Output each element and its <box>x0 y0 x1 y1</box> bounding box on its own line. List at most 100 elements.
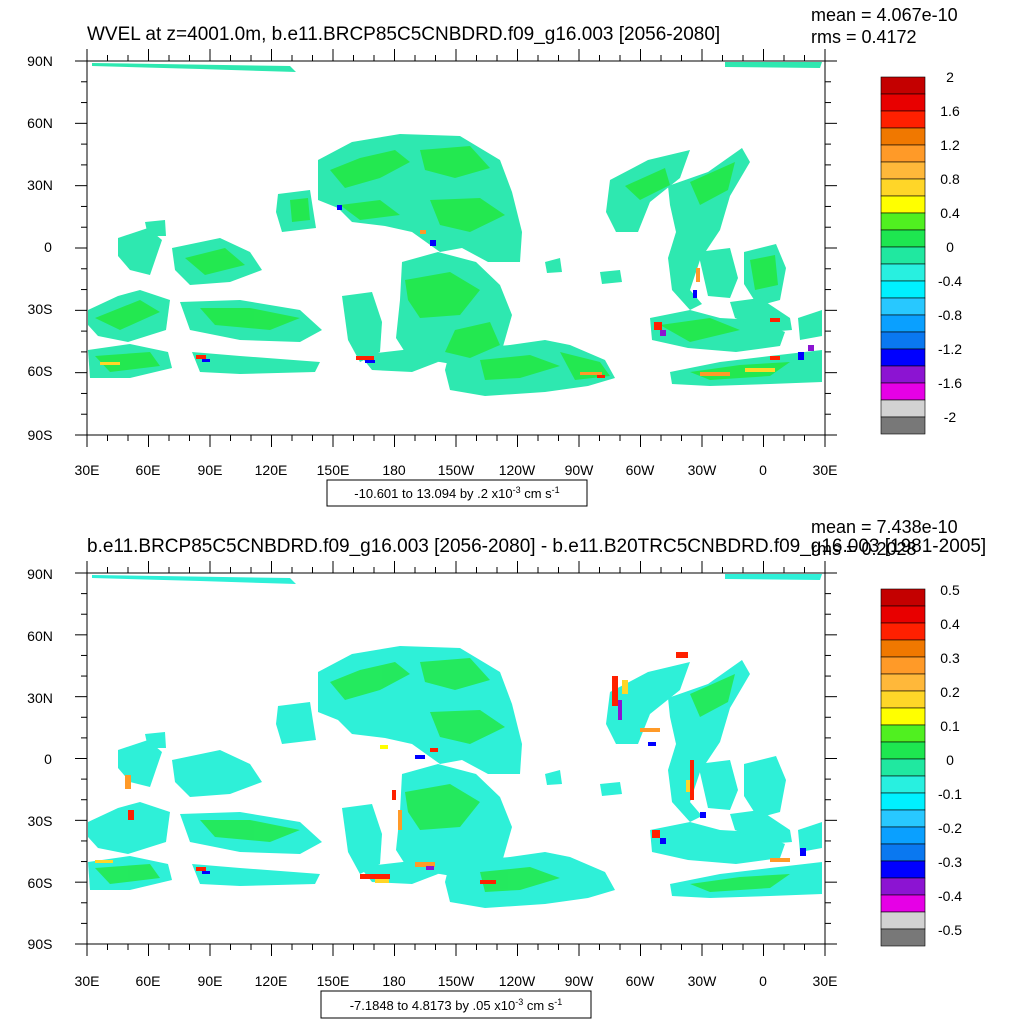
legend-swatch <box>880 707 926 726</box>
panel-1-xtick-90e: 90E <box>198 462 223 478</box>
legend-swatch <box>880 331 926 350</box>
panel-1-legend-label-1.6: 1.6 <box>940 103 960 119</box>
panel-1: WVEL at z=4001.0m, b.e11.BRCP85C5CNBDRD.… <box>27 5 962 507</box>
panel-2-contour-info-unit: cm s <box>523 998 555 1013</box>
panel-1-legend-label-neg1.2: -1.2 <box>938 341 962 357</box>
panel-1-ytick-30s: 30S <box>28 301 53 317</box>
panel-2-xtick-30e: 30E <box>75 973 100 989</box>
legend-swatch <box>880 76 926 95</box>
panel-2-xtick-150e: 150E <box>317 973 350 989</box>
panel-2-xtick-90e: 90E <box>198 973 223 989</box>
panel-2-xtick-150w: 150W <box>438 973 475 989</box>
legend-swatch <box>880 877 926 896</box>
legend-swatch <box>880 758 926 777</box>
panel-1-title: WVEL at z=4001.0m, b.e11.BRCP85C5CNBDRD.… <box>87 24 720 45</box>
legend-swatch <box>880 911 926 930</box>
svg-text:-7.1848 to 4.8173 by .05 x10-3: -7.1848 to 4.8173 by .05 x10-3 cm s-1 <box>350 997 563 1013</box>
panel-1-mean: mean = 4.067e-10 <box>811 5 958 25</box>
legend-swatch <box>880 588 926 607</box>
legend-swatch <box>880 673 926 692</box>
legend-swatch <box>880 605 926 624</box>
legend-swatch <box>880 843 926 862</box>
panel-1-ytick-0: 0 <box>44 239 52 255</box>
legend-swatch <box>880 639 926 658</box>
panel-1-contour-info-unit: cm s <box>521 486 553 501</box>
legend-swatch <box>880 348 926 367</box>
panel-2-legend <box>880 588 926 947</box>
panel-1-legend-label-neg1.6: -1.6 <box>938 375 962 391</box>
panel-2-legend-label-neg0.2: -0.2 <box>938 820 962 836</box>
legend-swatch <box>880 894 926 913</box>
panel-1-ytick-30n: 30N <box>27 177 53 193</box>
panel-2-legend-label-0.3: 0.3 <box>940 650 960 666</box>
panel-1-contour-info-text: -10.601 to 13.094 by .2 x10 <box>354 486 512 501</box>
legend-swatch <box>880 212 926 231</box>
panel-2-xtick-60e: 60E <box>136 973 161 989</box>
panel-1-ytick-60n: 60N <box>27 115 53 131</box>
legend-swatch <box>880 127 926 146</box>
panel-2-legend-label-0.4: 0.4 <box>940 616 960 632</box>
legend-swatch <box>880 416 926 435</box>
legend-swatch <box>880 860 926 879</box>
panel-2-xtick-30e-end: 30E <box>813 973 838 989</box>
panel-1-xtick-150w: 150W <box>438 462 475 478</box>
panel-1-contour-info: -10.601 to 13.094 by .2 x10-3 cm s-1 <box>326 479 588 507</box>
legend-swatch <box>880 809 926 828</box>
legend-swatch <box>880 93 926 112</box>
legend-swatch <box>880 724 926 743</box>
svg-text:-10.601 to 13.094 by .2 x10-3: -10.601 to 13.094 by .2 x10-3 cm s-1 <box>354 485 559 501</box>
panel-2-ytick-0: 0 <box>44 751 52 767</box>
panel-1-green-texture <box>95 146 790 380</box>
panel-1-contour-info-unit-exp: -1 <box>552 485 560 495</box>
legend-swatch <box>880 178 926 197</box>
panel-2-title: b.e11.BRCP85C5CNBDRD.f09_g16.003 [2056-2… <box>87 536 986 557</box>
panel-2-legend-label-neg0.4: -0.4 <box>938 888 962 904</box>
legend-swatch <box>880 365 926 384</box>
legend-swatch <box>880 297 926 316</box>
panel-1-xtick-60e: 60E <box>136 462 161 478</box>
panel-1-xtick-60w: 60W <box>626 462 656 478</box>
panel-2-ytick-30s: 30S <box>28 813 53 829</box>
panel-1-legend-label-0.8: 0.8 <box>940 171 960 187</box>
legend-swatch <box>880 280 926 299</box>
legend-swatch <box>880 928 926 947</box>
panel-1-legend-label-0: 0 <box>946 239 954 255</box>
panel-2-xtick-180: 180 <box>382 973 406 989</box>
panel-1-ticks <box>75 49 837 447</box>
panel-1-ytick-60s: 60S <box>28 363 53 379</box>
panel-1-legend-label-1.2: 1.2 <box>940 137 960 153</box>
panel-2-extreme-spots <box>95 652 806 884</box>
legend-swatch <box>880 826 926 845</box>
legend-swatch <box>880 775 926 794</box>
panel-1-xtick-30e-end: 30E <box>813 462 838 478</box>
panel-2-contour-info-text: -7.1848 to 4.8173 by .05 x10 <box>350 998 516 1013</box>
panel-1-xtick-30w: 30W <box>688 462 718 478</box>
panel-2-map <box>88 574 822 908</box>
panel-1-legend-label-0.4: 0.4 <box>940 205 960 221</box>
panel-1-xtick-90w: 90W <box>565 462 595 478</box>
panel-1-ytick-90s: 90S <box>28 427 53 443</box>
panel-1-xtick-0: 0 <box>759 462 767 478</box>
panel-1-xtick-30e: 30E <box>75 462 100 478</box>
panel-2-green-texture <box>95 658 790 892</box>
panel-2-ytick-30n: 30N <box>27 690 53 706</box>
panel-1-xtick-120e: 120E <box>255 462 288 478</box>
panel-2-xtick-90w: 90W <box>565 973 595 989</box>
legend-swatch <box>880 195 926 214</box>
panel-1-legend-label-2: 2 <box>946 69 954 85</box>
panel-2-legend-label-0: 0 <box>946 752 954 768</box>
legend-swatch <box>880 399 926 418</box>
panel-2-legend-label-0.1: 0.1 <box>940 718 960 734</box>
panel-2-ytick-60s: 60S <box>28 875 53 891</box>
panel-1-legend-label-neg0.8: -0.8 <box>938 307 962 323</box>
panel-2-rms: rms = 0.2028 <box>811 539 917 559</box>
panel-2-xtick-120w: 120W <box>499 973 536 989</box>
panel-1-legend-label-neg0.4: -0.4 <box>938 273 962 289</box>
panel-1-extreme-spots <box>100 205 814 378</box>
panel-2-ytick-90n: 90N <box>27 566 53 582</box>
legend-swatch <box>880 690 926 709</box>
panel-1-contour-info-exp: -3 <box>513 485 521 495</box>
legend-swatch <box>880 656 926 675</box>
panel-2-contour-info-unit-exp: -1 <box>554 997 562 1007</box>
